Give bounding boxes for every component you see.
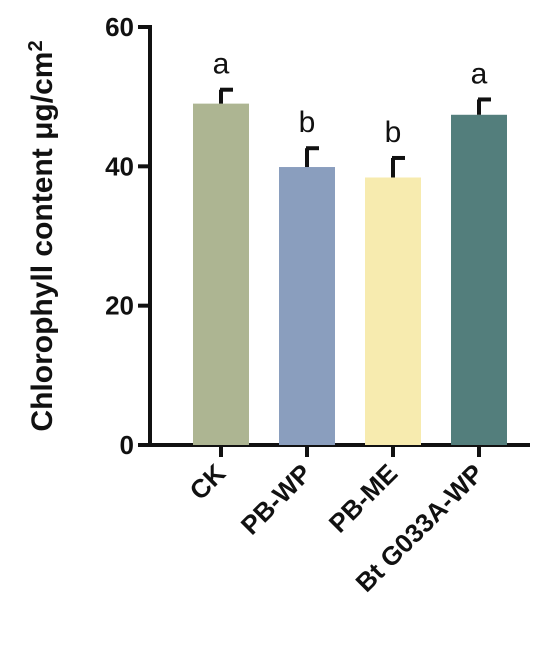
x-category-label: CK [183,458,231,506]
y-tick-label: 40 [105,151,134,181]
y-tick-label: 60 [105,12,134,42]
x-category-label: PB-ME [323,458,403,538]
bar [193,103,249,445]
y-axis-title-text: Chlorophyll content μg/cm [26,52,59,432]
y-axis-title-superscript: 2 [25,40,47,51]
bar [451,114,507,445]
x-category-label: PB-WP [235,458,317,540]
bar [279,167,335,445]
significance-label: b [385,116,402,149]
y-tick-label: 0 [120,430,134,460]
y-tick-label: 20 [105,291,134,321]
significance-label: b [299,106,316,139]
significance-label: a [213,48,230,81]
y-axis-title: Chlorophyll content μg/cm2 [25,40,59,431]
significance-label: a [471,57,488,90]
bar [365,177,421,446]
